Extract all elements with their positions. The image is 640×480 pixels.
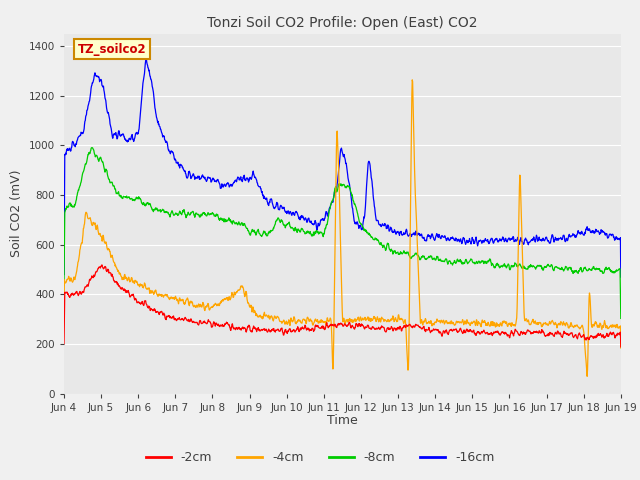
-8cm [617,315,625,321]
-16cm [502,236,509,241]
-2cm [429,327,437,333]
Line: -16cm: -16cm [64,60,621,277]
-8cm [551,264,559,270]
Legend: -2cm, -4cm, -8cm, -16cm: -2cm, -4cm, -8cm, -16cm [141,446,499,469]
-8cm [429,255,437,261]
-4cm [246,304,254,310]
-4cm [429,321,437,327]
-8cm [88,145,96,151]
-2cm [60,341,68,347]
-4cm [502,320,509,325]
-4cm [60,314,68,320]
-4cm [617,345,625,351]
-4cm [551,322,559,327]
-2cm [502,330,509,336]
-16cm [184,173,192,179]
-8cm [502,263,509,269]
-2cm [551,331,559,336]
Line: -8cm: -8cm [64,148,621,318]
-8cm [60,283,68,288]
-16cm [617,274,625,280]
Title: Tonzi Soil CO2 Profile: Open (East) CO2: Tonzi Soil CO2 Profile: Open (East) CO2 [207,16,477,30]
-2cm [246,328,254,334]
-4cm [408,77,416,83]
Line: -2cm: -2cm [64,265,621,347]
-16cm [143,57,150,62]
-8cm [246,232,254,238]
-16cm [429,234,437,240]
-4cm [583,373,591,379]
-16cm [171,157,179,163]
-8cm [171,212,179,217]
-8cm [184,209,192,215]
Y-axis label: Soil CO2 (mV): Soil CO2 (mV) [10,170,23,257]
-4cm [170,297,178,302]
-2cm [184,318,192,324]
-2cm [617,344,625,350]
-16cm [246,175,254,181]
-16cm [60,272,68,277]
-16cm [551,237,559,242]
X-axis label: Time: Time [327,414,358,427]
-2cm [98,262,106,268]
Line: -4cm: -4cm [64,80,621,376]
-4cm [184,296,191,302]
Text: TZ_soilco2: TZ_soilco2 [78,43,147,56]
-2cm [171,315,179,321]
